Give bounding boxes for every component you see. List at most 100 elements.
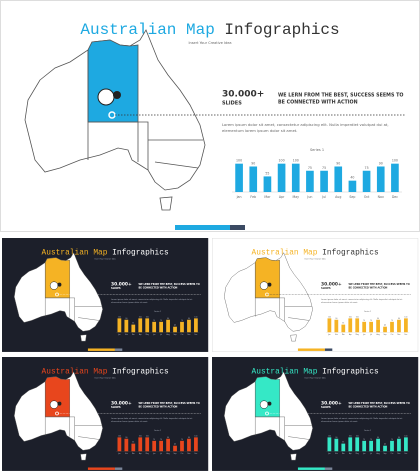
progress-rest: [114, 348, 123, 351]
bar: [263, 176, 272, 192]
bar: [327, 437, 332, 452]
x-tick-label: Jul: [159, 334, 162, 336]
money-icon: [259, 400, 269, 409]
x-tick-label: Mar: [264, 195, 271, 199]
x-tick-label: Dec: [194, 334, 197, 336]
bar-label: 100: [139, 316, 142, 318]
stat-label: SLIDES: [321, 287, 331, 290]
title-space: [317, 249, 322, 258]
subtitle: Insert Your Creative Idea: [188, 41, 231, 45]
bar: [173, 326, 177, 333]
bar-label: 75: [181, 320, 183, 322]
bar-label: 90: [125, 318, 127, 320]
x-tick-label: May: [146, 453, 149, 455]
x-tick-label: Dec: [404, 334, 407, 336]
title-rest: Infographics: [112, 368, 169, 377]
bar: [187, 438, 191, 452]
bar-label: 75: [363, 320, 365, 322]
bar: [348, 180, 357, 192]
money-icon: [49, 281, 59, 290]
title-rest: Infographics: [224, 21, 339, 39]
x-tick-label: Feb: [125, 334, 128, 336]
slide-title: Australian Map Infographics: [42, 249, 169, 258]
progress-fill: [87, 348, 115, 351]
bar-label: 55: [265, 171, 269, 175]
bar: [173, 445, 177, 452]
bar-label: 90: [188, 437, 190, 439]
bar-label: 40: [384, 444, 386, 446]
bar-label: 100: [118, 435, 121, 437]
bar-label: 75: [391, 320, 393, 322]
headline: BE CONNECTED WITH ACTION: [348, 287, 387, 290]
bar-label: 90: [336, 162, 340, 166]
bar-label: 100: [404, 316, 407, 318]
headline: WE LERN FROM THE BEST, SUCCESS SEEMS TO: [138, 283, 199, 286]
bar: [334, 319, 339, 333]
bar-label: 90: [167, 318, 169, 320]
bar-label: 75: [363, 439, 365, 441]
progress-rest: [230, 225, 245, 230]
x-tick-label: Jul: [321, 195, 326, 199]
x-tick-label: May: [356, 334, 359, 336]
coin-icon: [267, 282, 272, 287]
bar: [348, 318, 353, 333]
map-pin: [108, 111, 116, 119]
bar-label: 100: [146, 435, 149, 437]
bar: [249, 166, 258, 192]
body-text: Lorem ipsum dolor sit amet, consectetur …: [222, 122, 389, 127]
map-borders: [255, 262, 312, 322]
progress-rest: [114, 467, 123, 470]
money-icon: [259, 281, 269, 290]
headline: WE LERN FROM THE BEST, SUCCESS SEEMS TO: [348, 402, 409, 405]
bar: [117, 437, 122, 452]
progress-fill: [297, 467, 325, 470]
map-highlight: [45, 376, 70, 418]
bar: [138, 437, 143, 452]
bar: [145, 318, 150, 333]
bar: [376, 166, 385, 192]
bar-label: 90: [125, 437, 127, 439]
x-tick-label: Jun: [362, 334, 365, 336]
body-text: Lorem ipsum dolor sit amet, consectetur …: [321, 417, 403, 420]
x-tick-label: Oct: [364, 195, 370, 199]
bar-label: 90: [188, 318, 190, 320]
x-tick-label: Sep: [174, 334, 177, 336]
bar-label: 100: [349, 316, 352, 318]
body-text: elementum lorem ipsum dolor sit amet.: [321, 301, 358, 304]
headline: BE CONNECTED WITH ACTION: [138, 287, 177, 290]
slide-title: Australian Map Infographics: [252, 249, 379, 258]
bar-label: 100: [404, 435, 407, 437]
map-tasmania: [290, 334, 297, 342]
bar: [180, 321, 184, 333]
bar: [341, 443, 346, 452]
x-tick-label: Jan: [327, 453, 330, 455]
bar: [355, 318, 360, 333]
coin-icon: [57, 282, 62, 287]
x-tick-label: Sep: [349, 195, 355, 199]
bar-label: 90: [398, 437, 400, 439]
x-tick-label: May: [356, 453, 359, 455]
progress-rest: [324, 348, 333, 351]
x-tick-label: Feb: [335, 453, 338, 455]
money-icon: [97, 88, 115, 106]
map-borders: [45, 262, 102, 322]
bar-label: 40: [384, 325, 386, 327]
body-text: Lorem ipsum dolor sit amet, consectetur …: [111, 298, 193, 301]
coin-icon: [57, 401, 62, 406]
bar-label: 90: [335, 318, 337, 320]
headline: BE CONNECTED WITH ACTION: [348, 406, 387, 409]
x-tick-label: Jan: [117, 334, 120, 336]
bar: [187, 319, 191, 333]
map-borders: [87, 50, 203, 170]
x-tick-label: Jun: [362, 453, 365, 455]
stat-label: SLIDES: [111, 406, 121, 409]
bar: [334, 438, 339, 452]
progress-fill: [297, 348, 325, 351]
stat-number: 30.000+: [111, 282, 132, 288]
bar-label: 75: [365, 166, 369, 170]
bar-label: 90: [398, 318, 400, 320]
map-highlight: [45, 257, 70, 299]
map-pin: [55, 292, 59, 297]
bar-label: 100: [349, 435, 352, 437]
